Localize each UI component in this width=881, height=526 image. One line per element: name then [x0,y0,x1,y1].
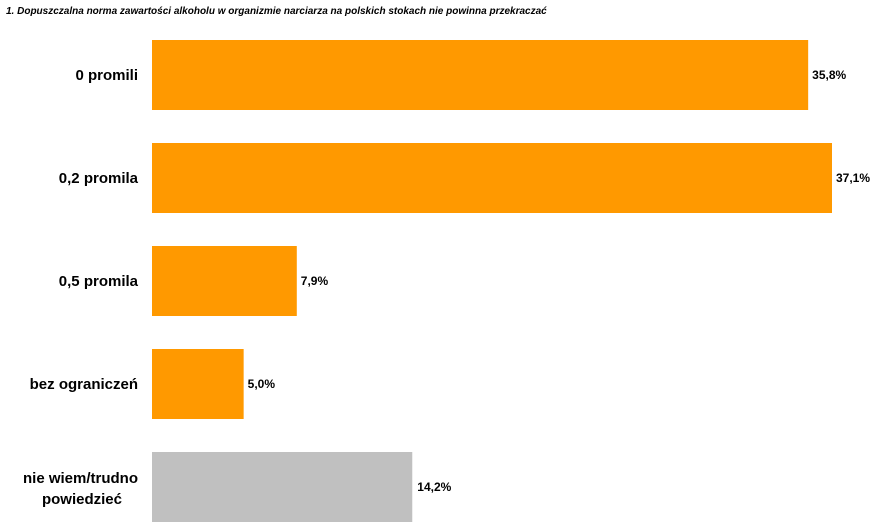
category-label-bez-ograniczen: bez ograniczeń [30,376,138,393]
bar-0-5-promila [152,246,297,316]
category-label-0-5-promila: 0,5 promila [59,273,139,290]
value-label-0-promili: 35,8% [812,68,846,82]
value-label-0-5-promila: 7,9% [301,274,329,288]
bar-0-promili [152,40,809,110]
value-label-bez-ograniczen: 5,0% [248,377,276,391]
value-label-0-2-promila: 37,1% [836,171,870,185]
bar-nie-wiem-trudno-powiedziec [152,452,413,522]
category-label-0-2-promila: 0,2 promila [59,170,139,187]
category-label-0-promili: 0 promili [75,67,138,84]
bar-0-2-promila [152,143,832,213]
value-label-nie-wiem-trudno-powiedziec: 14,2% [417,480,451,494]
chart-title: 1. Dopuszczalna norma zawartości alkohol… [6,6,547,17]
bar-bez-ograniczen [152,349,244,419]
category-label-nie-wiem-trudno-powiedziec: nie wiem/trudno powiedzieć [23,470,138,508]
